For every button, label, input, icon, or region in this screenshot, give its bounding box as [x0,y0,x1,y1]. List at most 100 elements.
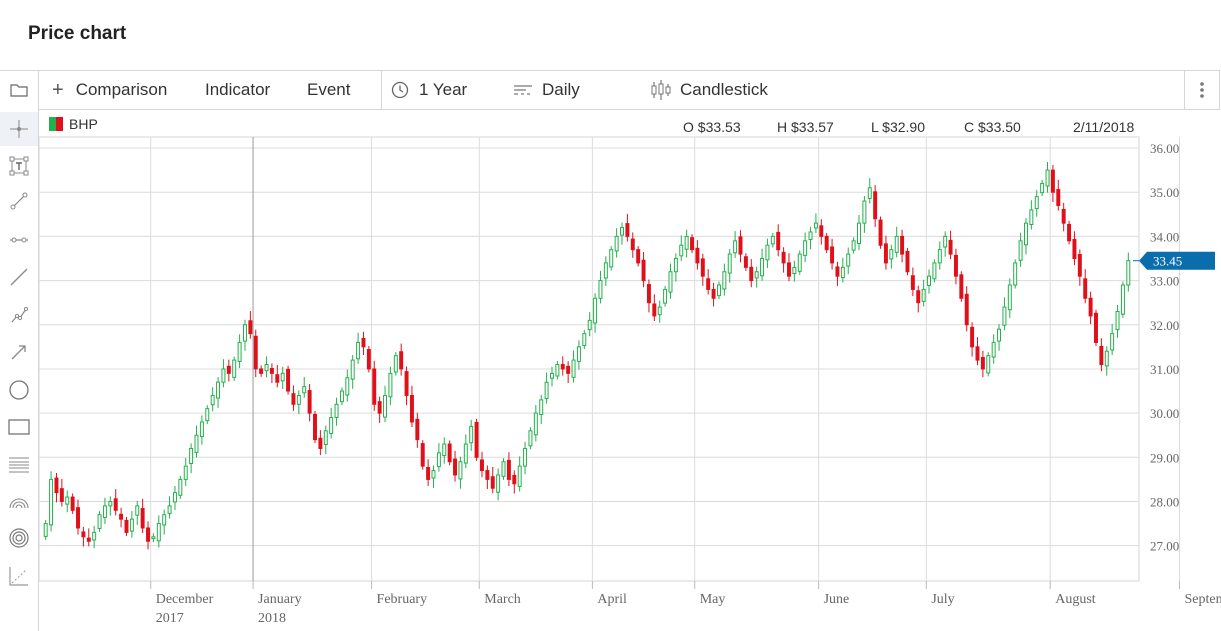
candle-body [970,326,975,348]
rectangle-icon[interactable] [0,410,38,444]
candle-body [383,394,388,418]
candle-body [356,341,361,360]
trend-line-icon[interactable] [0,260,38,294]
candle-body [339,390,344,403]
measure-icon[interactable] [0,559,38,593]
ohlc-high: H $33.57 [777,119,834,135]
candle-body [905,250,910,273]
candle-body [1007,284,1012,311]
candle-body [991,341,996,358]
vertical-dots-icon[interactable] [1184,71,1219,109]
candle-body [786,262,791,277]
title-bar: Price chart [0,0,1221,70]
event-button[interactable]: Event [307,71,350,109]
candle-body [781,251,786,264]
candle-body [673,257,678,273]
candle-body [943,235,948,248]
circle-icon[interactable] [0,373,38,407]
candle-body [43,523,48,537]
text-tool-icon[interactable] [0,149,38,183]
indicator-button[interactable]: Indicator [205,71,270,109]
polyline-icon[interactable] [0,298,38,332]
toolbar-divider [381,71,382,109]
chart-area[interactable]: BHP O $33.53 H $33.57 L $32.90 C $33.50 … [39,109,1221,631]
candle-body [797,253,802,272]
candle-body [582,333,587,347]
arc-icon[interactable] [0,485,38,519]
candle-body [1088,297,1093,317]
comparison-label: Comparison [75,80,168,99]
candle-body [49,478,54,526]
candle-body [517,465,522,487]
candle-body [544,381,549,400]
candle-body [711,288,716,299]
candle-body [830,246,835,264]
candle-body [366,349,371,370]
concentric-circles-icon[interactable] [0,521,38,555]
candle-body [512,474,517,485]
ohlc-date: 2/11/2018 [1073,119,1135,135]
candle-body [1040,182,1045,194]
candle-body [873,191,878,220]
candle-body [593,297,598,324]
candle-body [135,505,140,516]
line-segment-icon[interactable] [0,184,38,218]
fibonacci-icon[interactable] [0,448,38,482]
candle-body [1023,222,1028,246]
candle-body [124,519,129,533]
candle-body [932,262,937,280]
candle-body [614,235,619,252]
candle-body [286,368,291,392]
candle-body [700,258,705,277]
candle-body [59,488,64,502]
candle-body [463,443,468,464]
candle-body [690,237,695,251]
candle-body [113,498,118,511]
candle-body [506,459,511,480]
candle-body [280,372,285,382]
x-tick-label: February [377,592,428,607]
arrow-icon[interactable] [0,335,38,369]
range-label: 1 Year [419,80,468,99]
candle-body [1002,306,1007,326]
candle-body [216,381,221,399]
x-tick-label: September [1184,592,1221,607]
candle-body [539,399,544,415]
candle-body [555,364,560,377]
candle-body [151,536,156,540]
candle-body [1126,260,1131,286]
candle-body [776,231,781,251]
candle-body [851,240,856,251]
candle-body [242,324,247,342]
x-tick-sublabel: 2018 [258,611,286,626]
candle-body [749,266,754,282]
candle-body [620,227,624,236]
chart-type-button[interactable]: Candlestick [650,71,768,109]
plus-icon: + [52,78,64,101]
candle-body [587,319,592,331]
candle-body [765,244,770,261]
series-color-swatch [49,117,63,131]
candle-body [496,474,501,493]
candle-body [533,412,538,436]
range-button[interactable]: 1 Year [391,71,467,109]
x-tick-label: May [700,592,726,607]
crosshair-icon[interactable] [0,112,38,146]
candle-body [199,421,204,438]
candle-body [345,377,350,396]
interval-button[interactable]: Daily [513,71,580,109]
y-tick-label: 27.00 [1150,539,1179,554]
folder-icon[interactable] [0,71,39,109]
candle-body [1077,254,1082,277]
candle-body [754,271,759,279]
candle-body [792,266,797,275]
candle-body [803,240,808,256]
comparison-button[interactable]: + Comparison [52,71,167,109]
candle-body [743,256,748,268]
candle-body [172,492,177,503]
event-label: Event [307,80,351,99]
candle-body [889,249,894,260]
candle-body [296,394,301,405]
horizontal-ray-icon[interactable] [0,223,38,257]
candle-body [953,254,958,277]
